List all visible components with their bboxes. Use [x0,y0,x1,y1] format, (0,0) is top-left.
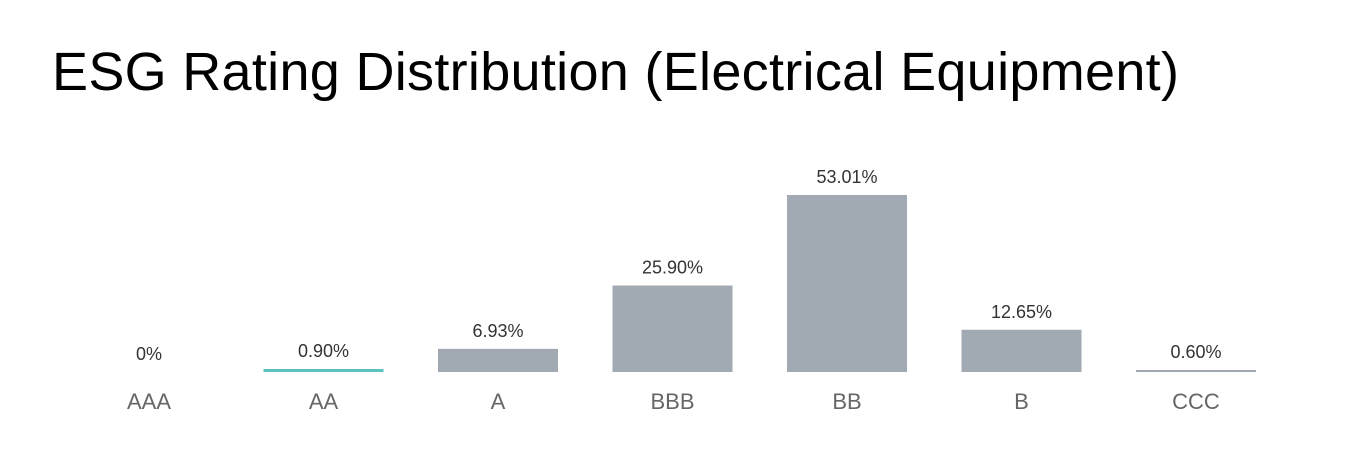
category-label-ccc: CCC [1172,389,1220,414]
value-label-b: 12.65% [991,302,1052,322]
category-label-bbb: BBB [650,389,694,414]
value-label-a: 6.93% [472,321,523,341]
value-label-ccc: 0.60% [1170,342,1221,362]
category-label-b: B [1014,389,1029,414]
value-label-aa: 0.90% [298,341,349,361]
bars-group [263,195,1256,372]
category-label-aaa: AAA [127,389,171,414]
bar-aa [263,368,384,372]
bar-a [438,348,558,372]
category-label-aa: AA [309,389,339,414]
category-labels-group: AAA AA A BBB BB B CCC [127,389,1220,414]
bar-bb [787,195,907,372]
value-label-bb: 53.01% [816,167,877,187]
bar-ccc [1136,369,1256,372]
bar-bbb [612,285,733,372]
category-label-a: A [491,389,506,414]
category-label-bb: BB [832,389,861,414]
value-label-aaa: 0% [136,344,162,364]
bar-b [961,329,1082,372]
chart-title: ESG Rating Distribution (Electrical Equi… [52,42,1180,102]
value-labels-group: 0% 0.90% 6.93% 25.90% 53.01% 12.65% 0.60% [136,167,1222,364]
value-label-bbb: 25.90% [642,258,703,278]
